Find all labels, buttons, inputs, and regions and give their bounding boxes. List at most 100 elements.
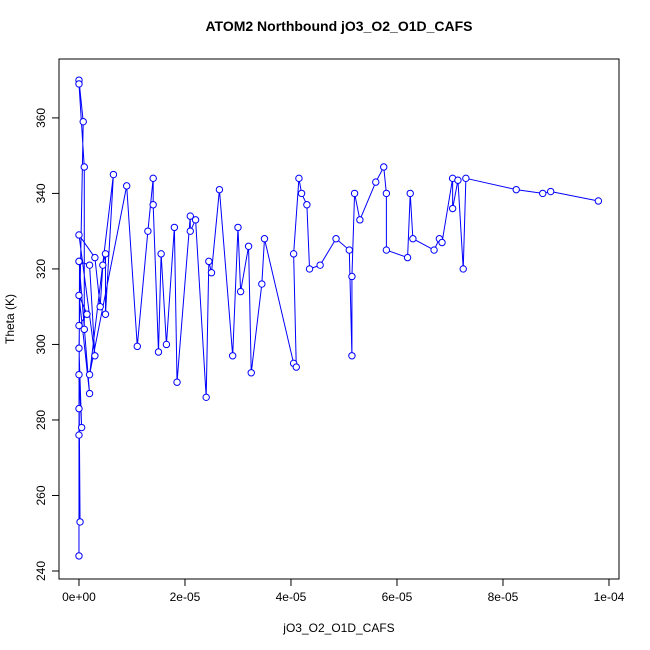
data-point: [448, 204, 457, 213]
data-point: [409, 235, 417, 243]
data-point: [83, 310, 91, 318]
data-point: [305, 265, 314, 273]
data-point: [109, 170, 118, 179]
data-point: [594, 197, 603, 205]
data-point: [205, 257, 213, 266]
data-point: [75, 344, 83, 352]
x-tick-label: 2e-05: [170, 590, 201, 604]
y-tick-label: 340: [34, 183, 48, 203]
data-point: [459, 265, 467, 273]
data-point: [372, 178, 380, 186]
data-point: [332, 235, 340, 243]
data-point: [75, 257, 83, 266]
data-point: [236, 287, 245, 296]
data-point: [85, 261, 94, 269]
data-point: [207, 269, 216, 277]
data-point: [462, 174, 470, 183]
data-point: [75, 370, 83, 379]
x-axis-label: jO3_O2_O1D_CAFS: [282, 621, 394, 635]
data-point: [382, 246, 391, 254]
data-point: [202, 393, 210, 402]
data-point: [512, 185, 520, 194]
data-point: [186, 227, 194, 235]
data-point: [382, 189, 391, 198]
data-point: [345, 246, 353, 254]
data-point: [144, 227, 152, 235]
data-point: [75, 80, 83, 88]
data-point: [350, 189, 359, 198]
data-point: [75, 431, 83, 439]
data-point: [133, 342, 141, 351]
data-point: [348, 272, 356, 281]
y-tick-label: 280: [34, 410, 48, 430]
data-point: [99, 261, 107, 269]
data-point: [170, 223, 179, 232]
data-point: [101, 250, 110, 258]
data-point: [191, 216, 200, 224]
data-point: [149, 174, 157, 183]
y-tick-label: 360: [34, 108, 48, 128]
data-point: [85, 370, 94, 379]
data-point: [149, 201, 157, 209]
data-point: [80, 163, 88, 171]
x-tick-label: 1e-04: [594, 590, 625, 604]
data-point: [380, 163, 388, 171]
plot-box: [58, 58, 620, 580]
data-line: [78, 80, 599, 556]
chart-title: ATOM2 Northbound jO3_O2_O1D_CAFS: [205, 18, 472, 34]
data-point: [154, 348, 163, 356]
x-tick-label: 0e+00: [62, 590, 96, 604]
y-tick-label: 260: [34, 485, 48, 505]
data-point: [80, 325, 88, 334]
data-point: [77, 423, 86, 432]
data-point: [186, 212, 194, 220]
data-point: [75, 321, 83, 330]
data-point: [289, 250, 298, 258]
data-point: [247, 369, 255, 377]
data-point: [258, 280, 266, 288]
data-point: [292, 363, 300, 371]
data-point: [454, 176, 462, 184]
data-point: [157, 250, 165, 258]
data-point: [356, 216, 364, 224]
data-point: [438, 238, 446, 247]
y-axis-label: Theta (K): [3, 294, 17, 344]
data-point: [96, 302, 104, 311]
data-point: [234, 223, 242, 232]
data-point: [91, 352, 99, 360]
data-point: [297, 189, 306, 198]
data-point: [215, 185, 224, 194]
x-tick-label: 6e-05: [382, 590, 413, 604]
data-point: [228, 352, 237, 360]
data-point: [316, 261, 324, 269]
data-point: [403, 253, 412, 262]
data-point: [75, 404, 83, 413]
x-tick-label: 4e-05: [276, 590, 307, 604]
data-point: [76, 518, 84, 526]
data-point: [173, 378, 181, 386]
data-point: [91, 253, 99, 262]
data-point: [79, 117, 87, 126]
data-point: [260, 235, 269, 243]
data-point: [162, 340, 171, 349]
data-point: [101, 310, 110, 318]
data-point: [244, 242, 253, 250]
data-point: [75, 231, 83, 239]
data-point: [85, 389, 94, 398]
data-point: [348, 352, 356, 360]
y-tick-label: 300: [34, 334, 48, 354]
data-point: [406, 189, 414, 198]
data-point: [539, 189, 547, 198]
data-point: [546, 187, 555, 196]
data-point: [430, 246, 438, 254]
y-tick-label: 320: [34, 259, 48, 279]
y-tick-label: 240: [34, 561, 48, 581]
data-point: [75, 552, 83, 560]
data-point: [75, 291, 83, 300]
data-point: [295, 174, 303, 183]
x-tick-label: 8e-05: [488, 590, 519, 604]
data-point: [303, 201, 311, 209]
data-point: [122, 182, 131, 190]
